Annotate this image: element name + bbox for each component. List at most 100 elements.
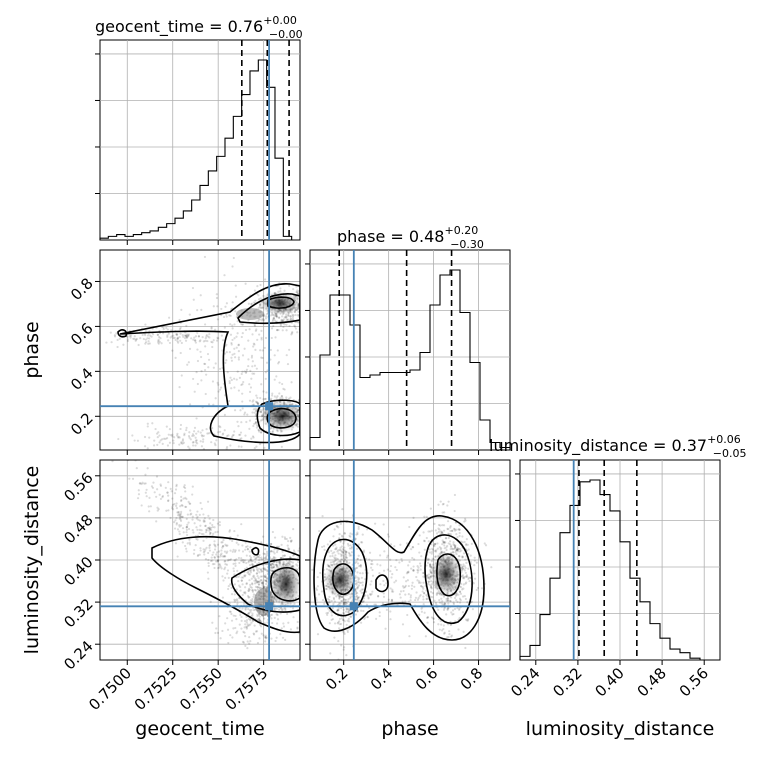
scatter-point bbox=[233, 377, 236, 380]
scatter-point bbox=[279, 287, 282, 290]
scatter-point bbox=[177, 510, 180, 514]
scatter-point bbox=[178, 530, 181, 533]
scatter-point bbox=[171, 508, 175, 511]
scatter-point bbox=[228, 558, 232, 562]
scatter-point bbox=[256, 403, 260, 406]
scatter-point bbox=[257, 618, 260, 621]
title-luminosity-distance: luminosity_distance = 0.37+0.06 −0.05 bbox=[489, 433, 747, 460]
scatter-point bbox=[347, 598, 350, 601]
scatter-point bbox=[247, 572, 250, 576]
scatter-point bbox=[107, 429, 109, 431]
scatter-point bbox=[194, 339, 197, 342]
scatter-point bbox=[281, 535, 284, 538]
scatter-point bbox=[315, 598, 318, 602]
scatter-point bbox=[179, 516, 182, 519]
scatter-point bbox=[461, 535, 464, 538]
scatter-point bbox=[343, 601, 346, 604]
scatter-point bbox=[305, 302, 307, 304]
tick-label: 0.4 bbox=[367, 664, 397, 694]
scatter-point bbox=[233, 337, 236, 340]
scatter-point bbox=[269, 398, 272, 401]
scatter-point bbox=[304, 295, 306, 297]
scatter-point bbox=[428, 563, 432, 566]
scatter-point bbox=[385, 556, 389, 559]
scatter-point bbox=[359, 563, 362, 567]
scatter-point bbox=[258, 430, 261, 433]
scatter-point bbox=[241, 607, 244, 610]
scatter-point bbox=[208, 517, 211, 520]
scatter-point bbox=[247, 607, 250, 611]
scatter-point bbox=[277, 545, 281, 548]
scatter-point bbox=[378, 572, 381, 575]
scatter-point bbox=[330, 611, 333, 614]
scatter-point bbox=[456, 547, 459, 550]
scatter-point bbox=[207, 432, 210, 435]
scatter-point bbox=[204, 558, 208, 561]
scatter-point bbox=[455, 592, 458, 596]
scatter-point bbox=[458, 524, 461, 527]
scatter-point bbox=[443, 602, 446, 605]
scatter-point bbox=[348, 552, 351, 556]
scatter-point bbox=[340, 534, 344, 537]
scatter-point bbox=[426, 557, 429, 560]
scatter-point bbox=[133, 453, 135, 455]
scatter-point bbox=[354, 593, 357, 596]
scatter-point bbox=[223, 568, 226, 571]
scatter-point bbox=[342, 608, 345, 611]
scatter-point bbox=[359, 572, 362, 575]
scatter-point bbox=[232, 433, 235, 437]
scatter-point bbox=[213, 556, 216, 559]
scatter-point bbox=[187, 434, 191, 438]
scatter-point bbox=[447, 602, 450, 605]
scatter-point bbox=[183, 432, 186, 435]
scatter-point bbox=[180, 515, 184, 519]
scatter-point bbox=[465, 544, 468, 547]
scatter-point bbox=[197, 335, 201, 338]
scatter-point bbox=[371, 574, 375, 577]
scatter-point bbox=[239, 433, 242, 436]
scatter-point bbox=[205, 334, 208, 337]
scatter-point bbox=[261, 581, 264, 584]
scatter-point bbox=[179, 423, 183, 427]
scatter-point bbox=[377, 595, 380, 598]
scatter-point bbox=[264, 397, 267, 400]
scatter-point bbox=[327, 565, 330, 568]
scatter-point bbox=[241, 544, 244, 547]
scatter-point bbox=[247, 589, 250, 592]
scatter-point bbox=[235, 541, 238, 544]
scatter-point bbox=[240, 615, 243, 619]
tick-label: 0.56 bbox=[60, 469, 96, 505]
scatter-point bbox=[157, 338, 160, 341]
scatter-point bbox=[342, 618, 345, 622]
scatter-point bbox=[359, 589, 362, 593]
scatter-point bbox=[344, 549, 347, 552]
scatter-point bbox=[200, 507, 203, 510]
scatter-point bbox=[281, 319, 284, 322]
scatter-point bbox=[411, 556, 414, 560]
scatter-point bbox=[349, 532, 352, 535]
scatter-point bbox=[382, 569, 386, 572]
scatter-point bbox=[213, 543, 216, 546]
scatter-point bbox=[473, 556, 476, 559]
scatter-point bbox=[441, 531, 444, 534]
scatter-point bbox=[178, 514, 181, 518]
scatter-point bbox=[246, 413, 249, 416]
scatter-point bbox=[247, 559, 251, 563]
scatter-point bbox=[221, 541, 224, 544]
scatter-point bbox=[244, 607, 247, 610]
scatter-point bbox=[237, 425, 240, 428]
scatter-point bbox=[361, 581, 364, 584]
scatter-point bbox=[434, 550, 437, 553]
scatter-point bbox=[289, 318, 293, 321]
scatter-point bbox=[446, 599, 450, 602]
scatter-point bbox=[344, 598, 347, 601]
y-axis-label: phase bbox=[21, 321, 43, 378]
scatter-point bbox=[252, 608, 256, 612]
scatter-point bbox=[302, 314, 304, 316]
scatter-point bbox=[452, 527, 456, 530]
scatter-point bbox=[289, 539, 292, 542]
scatter-point bbox=[140, 482, 143, 486]
scatter-point bbox=[454, 546, 457, 549]
scatter-point bbox=[233, 386, 236, 389]
scatter-point bbox=[156, 509, 159, 512]
